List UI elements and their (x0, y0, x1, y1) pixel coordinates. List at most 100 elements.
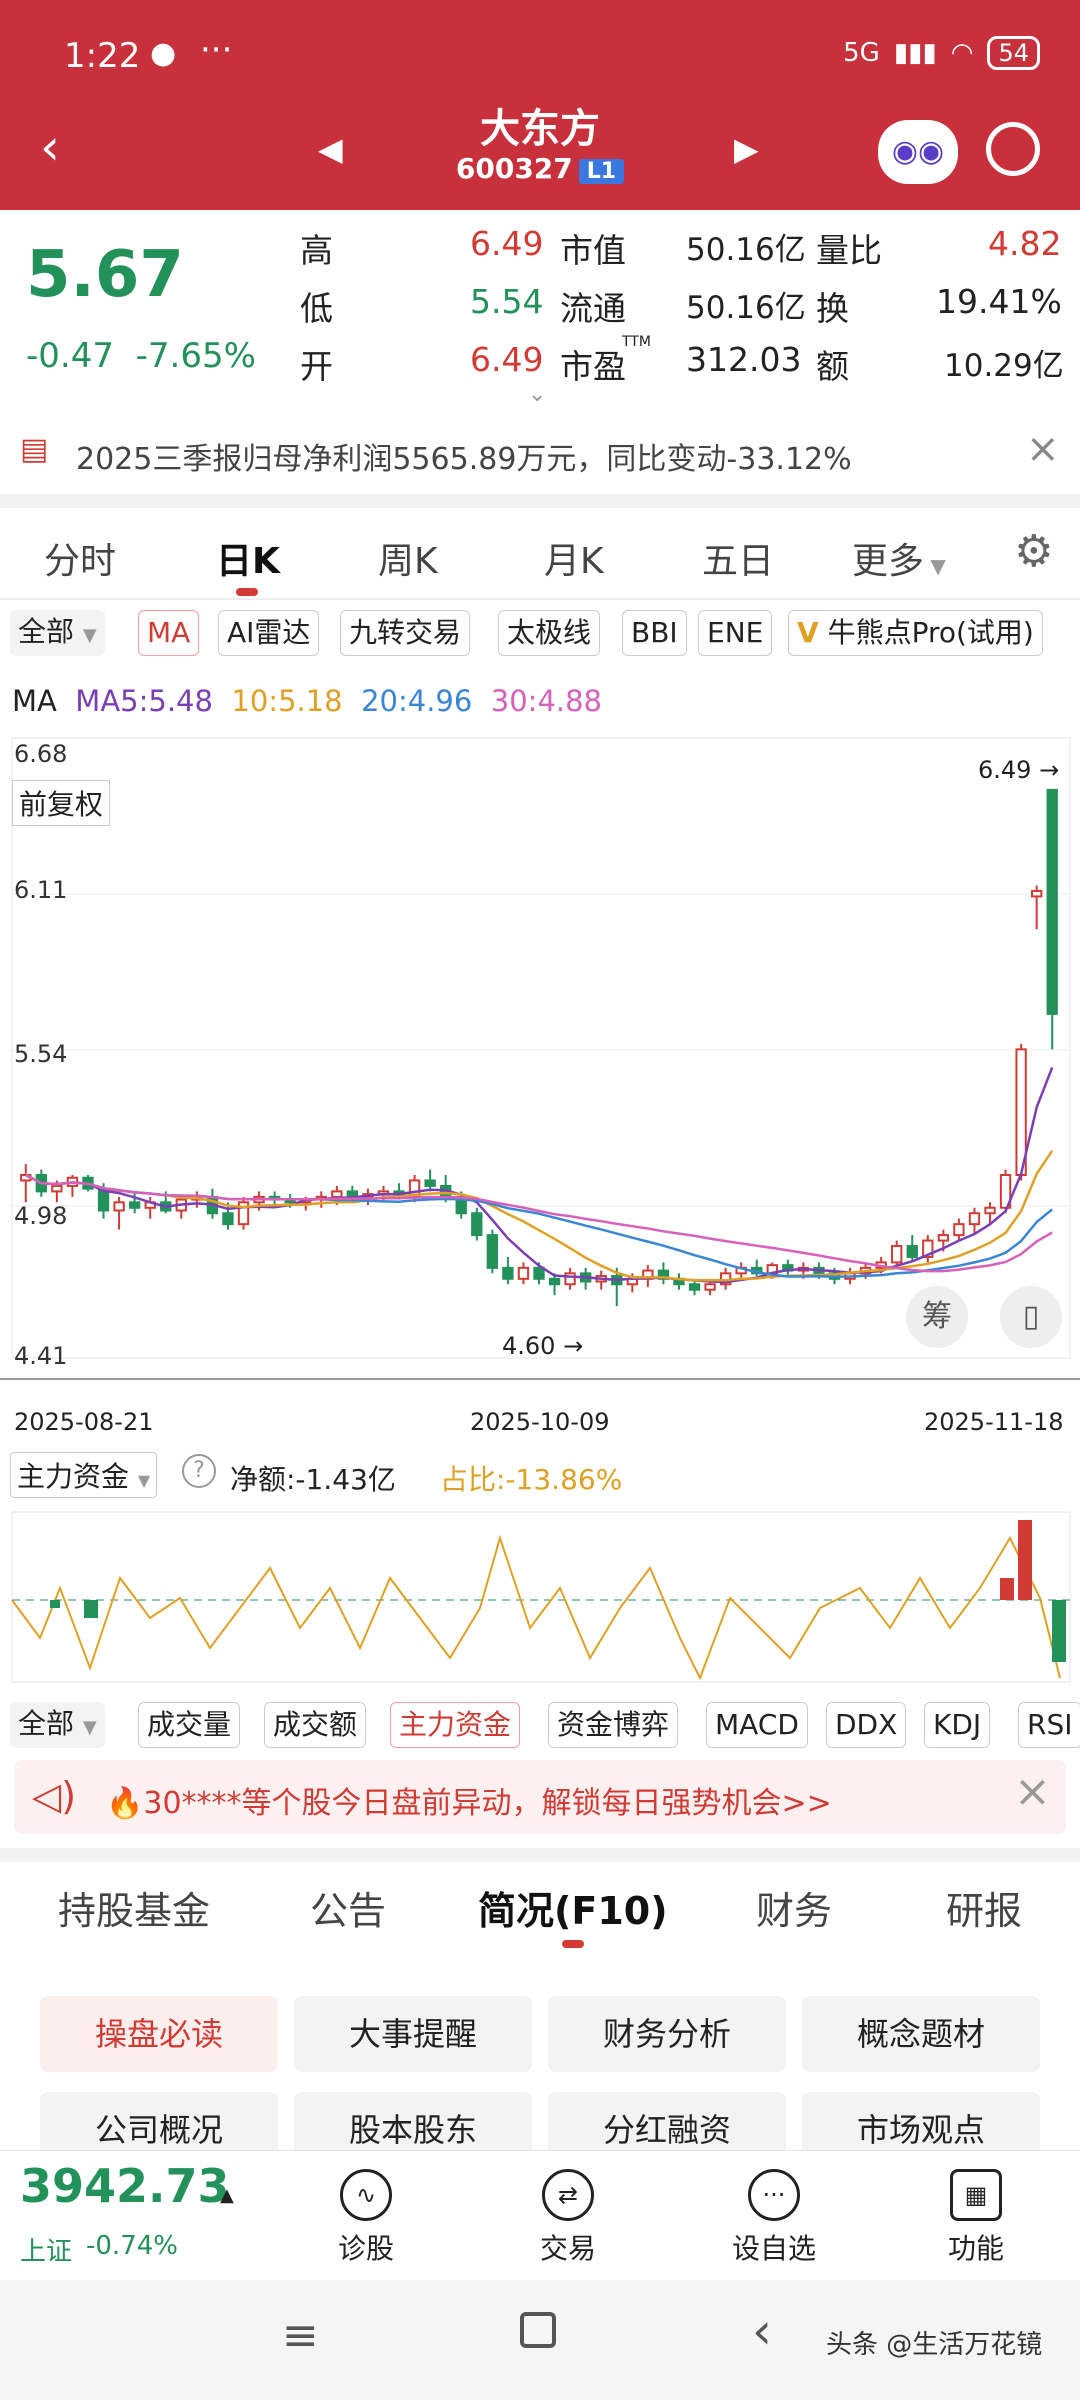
search-icon[interactable] (986, 122, 1040, 176)
chip-distribution-button[interactable]: 筹 (906, 1286, 968, 1348)
ma5-value: MA5:5.48 (75, 684, 213, 718)
chip-taiji[interactable]: 太极线 (498, 610, 601, 656)
candle-body (953, 1223, 965, 1237)
open-label: 开 (300, 347, 333, 386)
tab-intraday[interactable]: 分时 (44, 541, 117, 582)
btn-concepts[interactable]: 概念题材 (802, 1996, 1040, 2072)
kline-chart[interactable]: 6.68 6.11 5.54 4.98 4.41 6.49 → 4.60 → (0, 728, 1080, 1408)
candle-body (922, 1239, 934, 1258)
tab-daily-k[interactable]: 日K (216, 541, 280, 582)
chip-bbi[interactable]: BBI (622, 610, 687, 656)
tab-f10[interactable]: 简况(F10) (478, 1889, 668, 1933)
index-value[interactable]: 3942.73 (20, 2159, 230, 2213)
fund-flow-chart[interactable] (0, 1508, 1080, 1688)
candle-body (999, 1174, 1012, 1209)
btn-events[interactable]: 大事提醒 (294, 1996, 532, 2072)
chip-kdj[interactable]: KDJ (924, 1702, 991, 1748)
pe-ttm: TTM (622, 334, 651, 350)
chip-ene[interactable]: ENE (698, 610, 773, 656)
chip-volume[interactable]: 成交量 (138, 1702, 241, 1748)
stock-name: 大东方 (480, 106, 600, 152)
high-label: 高 (300, 231, 333, 270)
indicator-select[interactable]: 全部 ▼ (10, 610, 105, 656)
chip-turnover[interactable]: 成交额 (264, 1702, 367, 1748)
chip-nine-turn[interactable]: 九转交易 (340, 610, 471, 656)
select-label: 全部 (18, 1707, 75, 1740)
chip-bull-bear[interactable]: V 牛熊点Pro(试用) (788, 610, 1043, 656)
divider (0, 494, 1080, 508)
level-tag: L1 (578, 159, 625, 184)
nav-label: 设自选 (731, 2232, 816, 2265)
btn-financial-analysis[interactable]: 财务分析 (548, 1996, 786, 2072)
next-stock-icon[interactable]: ▶ (734, 130, 759, 168)
dropdown-icon: ▼ (137, 1471, 151, 1490)
v-logo-icon: V (797, 616, 819, 649)
chip-ddx[interactable]: DDX (826, 1702, 907, 1748)
robot-assistant-icon[interactable]: ◉◉ (878, 120, 958, 184)
status-time: 1:22 (64, 36, 141, 76)
tab-weekly-k[interactable]: 周K (378, 541, 438, 582)
sub-indicator-select[interactable]: 全部 ▼ (10, 1702, 105, 1748)
chip-fund-game[interactable]: 资金博弈 (548, 1702, 679, 1748)
adjust-type-label[interactable]: 前复权 (12, 780, 111, 826)
candle-body (471, 1212, 483, 1237)
fund-chart-frame (11, 1511, 1071, 1683)
more-circle-icon: ··· (748, 2169, 800, 2221)
chip-ai-radar[interactable]: AI雷达 (218, 610, 320, 656)
fund-bar-up (1018, 1520, 1032, 1600)
x-tick: 2025-10-09 (470, 1408, 610, 1436)
prev-stock-icon[interactable]: ◀ (318, 130, 343, 168)
period-tabs: 分时 日K 周K 月K 五日 更多 ▼ ⚙ (0, 512, 1080, 596)
menu-icon[interactable]: ≡ (282, 2310, 319, 2361)
candle-body (533, 1266, 545, 1280)
chip-rsi[interactable]: RSI (1018, 1702, 1080, 1748)
candle-body (237, 1201, 250, 1226)
tab-holding-funds[interactable]: 持股基金 (58, 1889, 211, 1933)
gear-icon[interactable]: ⚙ (1014, 526, 1054, 577)
promo-banner[interactable]: ◁) 🔥30****等个股今日盘前异动，解锁每日强势机会>> × (14, 1760, 1066, 1834)
stock-code: 600327 (455, 152, 573, 185)
candle-body (1031, 889, 1043, 898)
rotate-screen-icon[interactable]: ▯ (1000, 1286, 1062, 1348)
x-tick: 2025-08-21 (14, 1408, 154, 1436)
tab-finance[interactable]: 财务 (756, 1889, 833, 1933)
help-icon[interactable]: ? (182, 1454, 216, 1488)
tab-monthly-k[interactable]: 月K (544, 541, 604, 582)
back-nav-icon[interactable]: ‹ (752, 2302, 772, 2360)
expand-chevron-icon[interactable]: ⌄ (528, 382, 547, 407)
active-tab-indicator (562, 1940, 584, 1948)
speaker-icon: ◁) (32, 1774, 77, 1818)
chip-ma[interactable]: MA (138, 610, 200, 656)
candle-body (891, 1245, 903, 1264)
up-triangle-icon: ▲ (220, 2185, 234, 2206)
home-icon[interactable] (520, 2312, 556, 2348)
fund-select-label: 主力资金 (17, 1460, 130, 1493)
chart-frame (11, 737, 1071, 1359)
btn-must-read[interactable]: 操盘必读 (40, 1996, 278, 2072)
nav-functions[interactable]: ▦ 功能 (916, 2169, 1036, 2267)
earnings-notice[interactable]: ▤ 2025三季报归母净利润5565.89万元，同比变动-33.12% × (0, 420, 1080, 500)
select-label: 全部 (18, 615, 75, 648)
tab-five-day[interactable]: 五日 (702, 541, 775, 582)
float-label: 流通 (560, 289, 626, 328)
watermark: 头条 @生活万花镜 (826, 2330, 1043, 2360)
candle-body (502, 1266, 514, 1280)
system-nav-bar: ≡ ‹ 头条 @生活万花镜 (0, 2280, 1080, 2400)
tab-research[interactable]: 研报 (946, 1889, 1023, 1933)
chip-main-fund[interactable]: 主力资金 (390, 1702, 521, 1748)
stock-code-line: 600327 L1 (0, 152, 1080, 185)
close-icon[interactable]: × (1014, 1766, 1051, 1817)
tab-more[interactable]: 更多 ▼ (852, 532, 946, 584)
nav-label: 诊股 (337, 2232, 394, 2265)
tab-announcements[interactable]: 公告 (310, 1889, 387, 1933)
close-icon[interactable]: × (1026, 426, 1060, 472)
x-axis (0, 1378, 1080, 1380)
nav-add-watchlist[interactable]: ··· 设自选 (714, 2169, 834, 2267)
fund-select[interactable]: 主力资金 ▼ (10, 1452, 158, 1498)
chip-macd[interactable]: MACD (706, 1702, 808, 1748)
back-icon[interactable]: ‹ (40, 118, 60, 176)
change-percent: -7.65% (135, 336, 256, 376)
nav-diagnose[interactable]: ∿ 诊股 (306, 2169, 426, 2267)
candle-body (564, 1272, 576, 1286)
nav-trade[interactable]: ⇄ 交易 (508, 2169, 628, 2267)
